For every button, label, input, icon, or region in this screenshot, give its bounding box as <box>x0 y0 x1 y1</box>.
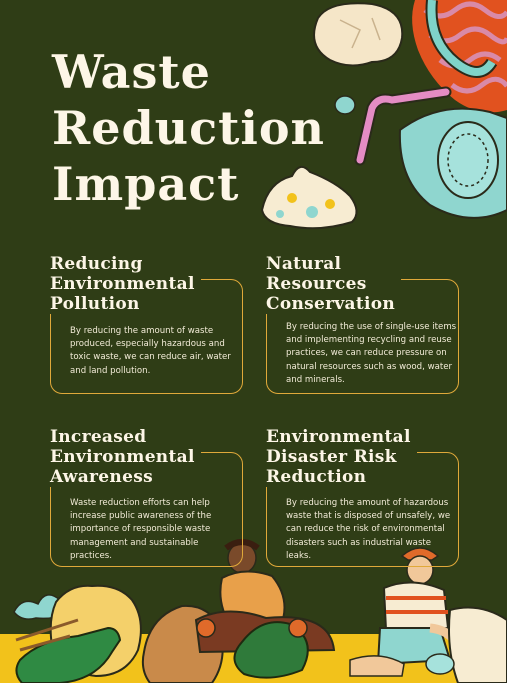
title-line-3: Impact <box>52 157 240 211</box>
card-awareness-heading: Increased Environmental Awareness <box>50 427 201 487</box>
cup-icon <box>398 107 507 219</box>
card-conservation-body: By reducing the use of single-use items … <box>286 322 457 385</box>
card-awareness-body: Waste reduction efforts can help increas… <box>70 498 212 561</box>
card-disaster-body: By reducing the amount of hazardous wast… <box>286 498 451 561</box>
card-pollution-heading: Reducing Environmental Pollution <box>50 254 201 314</box>
person-cleaning-icon <box>349 547 507 683</box>
person-collecting-icon <box>194 539 336 679</box>
card-pollution-body: By reducing the amount of waste produced… <box>70 326 231 376</box>
plastic-bag-icon <box>260 165 358 230</box>
card-conservation-heading: Natural Resources Conservation <box>266 254 402 314</box>
title-line-2: Reduction <box>52 101 325 155</box>
card-disaster-heading: Environmental Disaster Risk Reduction <box>266 427 417 487</box>
title-line-1: Waste <box>52 45 211 99</box>
page-title: Waste Reduction Impact <box>52 44 352 212</box>
small-blob-icon <box>334 95 356 115</box>
